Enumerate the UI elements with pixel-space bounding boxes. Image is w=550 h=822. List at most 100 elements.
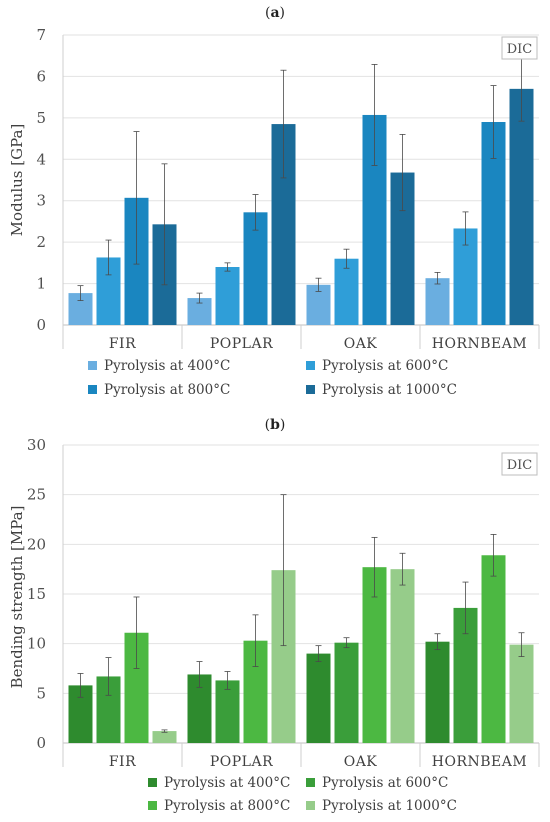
panel-a-badge-text: DIC xyxy=(507,42,533,57)
a-category-label-poplar: POPLAR xyxy=(210,336,273,352)
b-category-label-hornbeam: HORNBEAM xyxy=(432,754,527,770)
panel-a-y-ticks: 0 1 2 3 4 5 6 7 xyxy=(36,26,46,334)
b-error-bar-poplar-series-4 xyxy=(280,494,287,647)
b-bar-hornbeam-series-1 xyxy=(425,641,450,743)
b-y-tick-label: 20 xyxy=(27,535,46,553)
a-error-bar-poplar-series-4 xyxy=(280,69,287,179)
panel-a-dic-badge: DIC xyxy=(501,36,538,60)
b-legend-item-3: Pyrolysis at 800°C xyxy=(148,798,290,814)
b-y-tick-label: 10 xyxy=(27,635,46,653)
b-legend-label: Pyrolysis at 1000°C xyxy=(322,798,457,814)
panel-a-error-bars xyxy=(77,56,525,304)
b-legend-label: Pyrolysis at 400°C xyxy=(164,775,290,791)
panel-b-y-ticks: 0 5 10 15 20 25 30 xyxy=(27,436,46,752)
a-legend-swatch xyxy=(88,385,97,394)
a-error-bar-oak-series-4 xyxy=(399,134,406,212)
a-bar-poplar-series-3 xyxy=(243,212,268,325)
a-y-tick-label: 0 xyxy=(36,316,46,334)
b-legend-swatch xyxy=(306,778,315,787)
panel-b-y-axis-label: Bending strength [MPa] xyxy=(8,506,26,689)
a-y-tick-label: 3 xyxy=(36,192,46,210)
b-error-bar-poplar-series-1 xyxy=(196,661,203,688)
a-legend-label: Pyrolysis at 600°C xyxy=(322,358,448,374)
a-error-bar-fir-series-1 xyxy=(77,285,84,301)
b-legend-item-1: Pyrolysis at 400°C xyxy=(148,775,290,791)
b-error-bar-hornbeam-series-1 xyxy=(434,633,441,651)
a-error-bar-hornbeam-series-1 xyxy=(434,271,441,285)
panel-a-modulus: (a) Modulus [GPa] 0 1 2 3 4 5 6 7 FIR POPLAR OAK H… xyxy=(8,5,540,398)
b-error-bar-oak-series-2 xyxy=(343,637,350,649)
panel-b-category-labels: FIR POPLAR OAK HORNBEAM xyxy=(109,754,527,770)
a-error-bar-fir-series-3 xyxy=(133,131,140,265)
a-error-bar-oak-series-2 xyxy=(343,248,350,269)
b-error-bar-fir-series-1 xyxy=(77,673,84,698)
b-category-label-fir: FIR xyxy=(109,754,136,770)
a-error-bar-oak-series-1 xyxy=(315,277,322,292)
a-y-tick-label: 1 xyxy=(36,275,46,293)
b-y-tick-label: 25 xyxy=(27,486,46,504)
a-y-tick-label: 2 xyxy=(36,233,46,251)
a-error-bar-hornbeam-series-2 xyxy=(462,211,469,246)
b-y-tick-label: 30 xyxy=(27,436,46,454)
b-error-bar-fir-series-3 xyxy=(133,596,140,669)
b-legend-swatch xyxy=(148,778,157,787)
b-y-tick-label: 15 xyxy=(27,585,46,603)
b-bar-oak-series-4 xyxy=(390,569,415,743)
a-error-bar-hornbeam-series-3 xyxy=(490,85,497,159)
panel-b-legend: Pyrolysis at 400°C Pyrolysis at 600°C Pyro… xyxy=(148,775,457,814)
b-legend-swatch xyxy=(306,801,315,810)
panel-a-category-labels: FIR POPLAR OAK HORNBEAM xyxy=(109,336,527,352)
a-bar-hornbeam-series-1 xyxy=(425,278,450,325)
a-category-label-oak: OAK xyxy=(344,336,378,352)
a-error-bar-poplar-series-2 xyxy=(224,262,231,272)
a-y-tick-label: 4 xyxy=(36,150,46,168)
a-error-bar-fir-series-2 xyxy=(105,239,112,276)
panel-a-legend: Pyrolysis at 400°C Pyrolysis at 600°C Pyro… xyxy=(88,358,457,398)
b-error-bar-fir-series-2 xyxy=(105,657,112,696)
b-error-bar-oak-series-4 xyxy=(399,552,406,586)
b-category-label-poplar: POPLAR xyxy=(210,754,273,770)
b-legend-label: Pyrolysis at 600°C xyxy=(322,775,448,791)
panel-b-error-bars xyxy=(77,494,525,733)
panel-a-y-axis-label: Modulus [GPa] xyxy=(8,124,26,237)
a-y-tick-label: 5 xyxy=(36,109,46,127)
b-error-bar-oak-series-3 xyxy=(371,536,378,598)
a-legend-item-1: Pyrolysis at 400°C xyxy=(88,358,230,374)
b-error-bar-poplar-series-3 xyxy=(252,614,259,667)
a-legend-item-3: Pyrolysis at 800°C xyxy=(88,382,230,398)
a-legend-item-4: Pyrolysis at 1000°C xyxy=(306,382,457,398)
a-category-label-hornbeam: HORNBEAM xyxy=(432,336,527,352)
b-y-tick-label: 5 xyxy=(36,684,46,702)
b-legend-label: Pyrolysis at 800°C xyxy=(164,798,290,814)
a-category-label-fir: FIR xyxy=(109,336,136,352)
b-bar-oak-series-1 xyxy=(306,653,331,743)
a-legend-swatch xyxy=(88,361,97,370)
b-category-label-oak: OAK xyxy=(344,754,378,770)
b-bar-fir-series-4 xyxy=(152,731,177,743)
b-y-tick-label: 0 xyxy=(36,734,46,752)
panel-b-dic-badge: DIC xyxy=(501,452,538,476)
panel-b-label: (b) xyxy=(265,417,286,433)
a-bar-oak-series-2 xyxy=(334,258,359,325)
b-bar-poplar-series-2 xyxy=(215,680,240,743)
b-error-bar-hornbeam-series-3 xyxy=(490,534,497,577)
a-bar-hornbeam-series-4 xyxy=(509,88,534,325)
b-error-bar-poplar-series-2 xyxy=(224,671,231,690)
a-legend-label: Pyrolysis at 800°C xyxy=(104,382,230,398)
a-error-bar-oak-series-3 xyxy=(371,64,378,166)
a-error-bar-poplar-series-1 xyxy=(196,292,203,304)
b-bar-hornbeam-series-3 xyxy=(481,555,506,743)
b-legend-swatch xyxy=(148,801,157,810)
b-error-bar-fir-series-4 xyxy=(161,729,168,733)
a-legend-swatch xyxy=(306,361,315,370)
a-bar-poplar-series-2 xyxy=(215,267,240,325)
a-legend-swatch xyxy=(306,385,315,394)
a-y-tick-label: 7 xyxy=(36,26,46,44)
panel-a-label: (a) xyxy=(265,5,285,21)
b-bar-hornbeam-series-4 xyxy=(509,644,534,743)
b-legend-item-4: Pyrolysis at 1000°C xyxy=(306,798,457,814)
a-legend-item-2: Pyrolysis at 600°C xyxy=(306,358,448,374)
b-error-bar-hornbeam-series-2 xyxy=(462,581,469,635)
a-y-tick-label: 6 xyxy=(36,67,46,85)
